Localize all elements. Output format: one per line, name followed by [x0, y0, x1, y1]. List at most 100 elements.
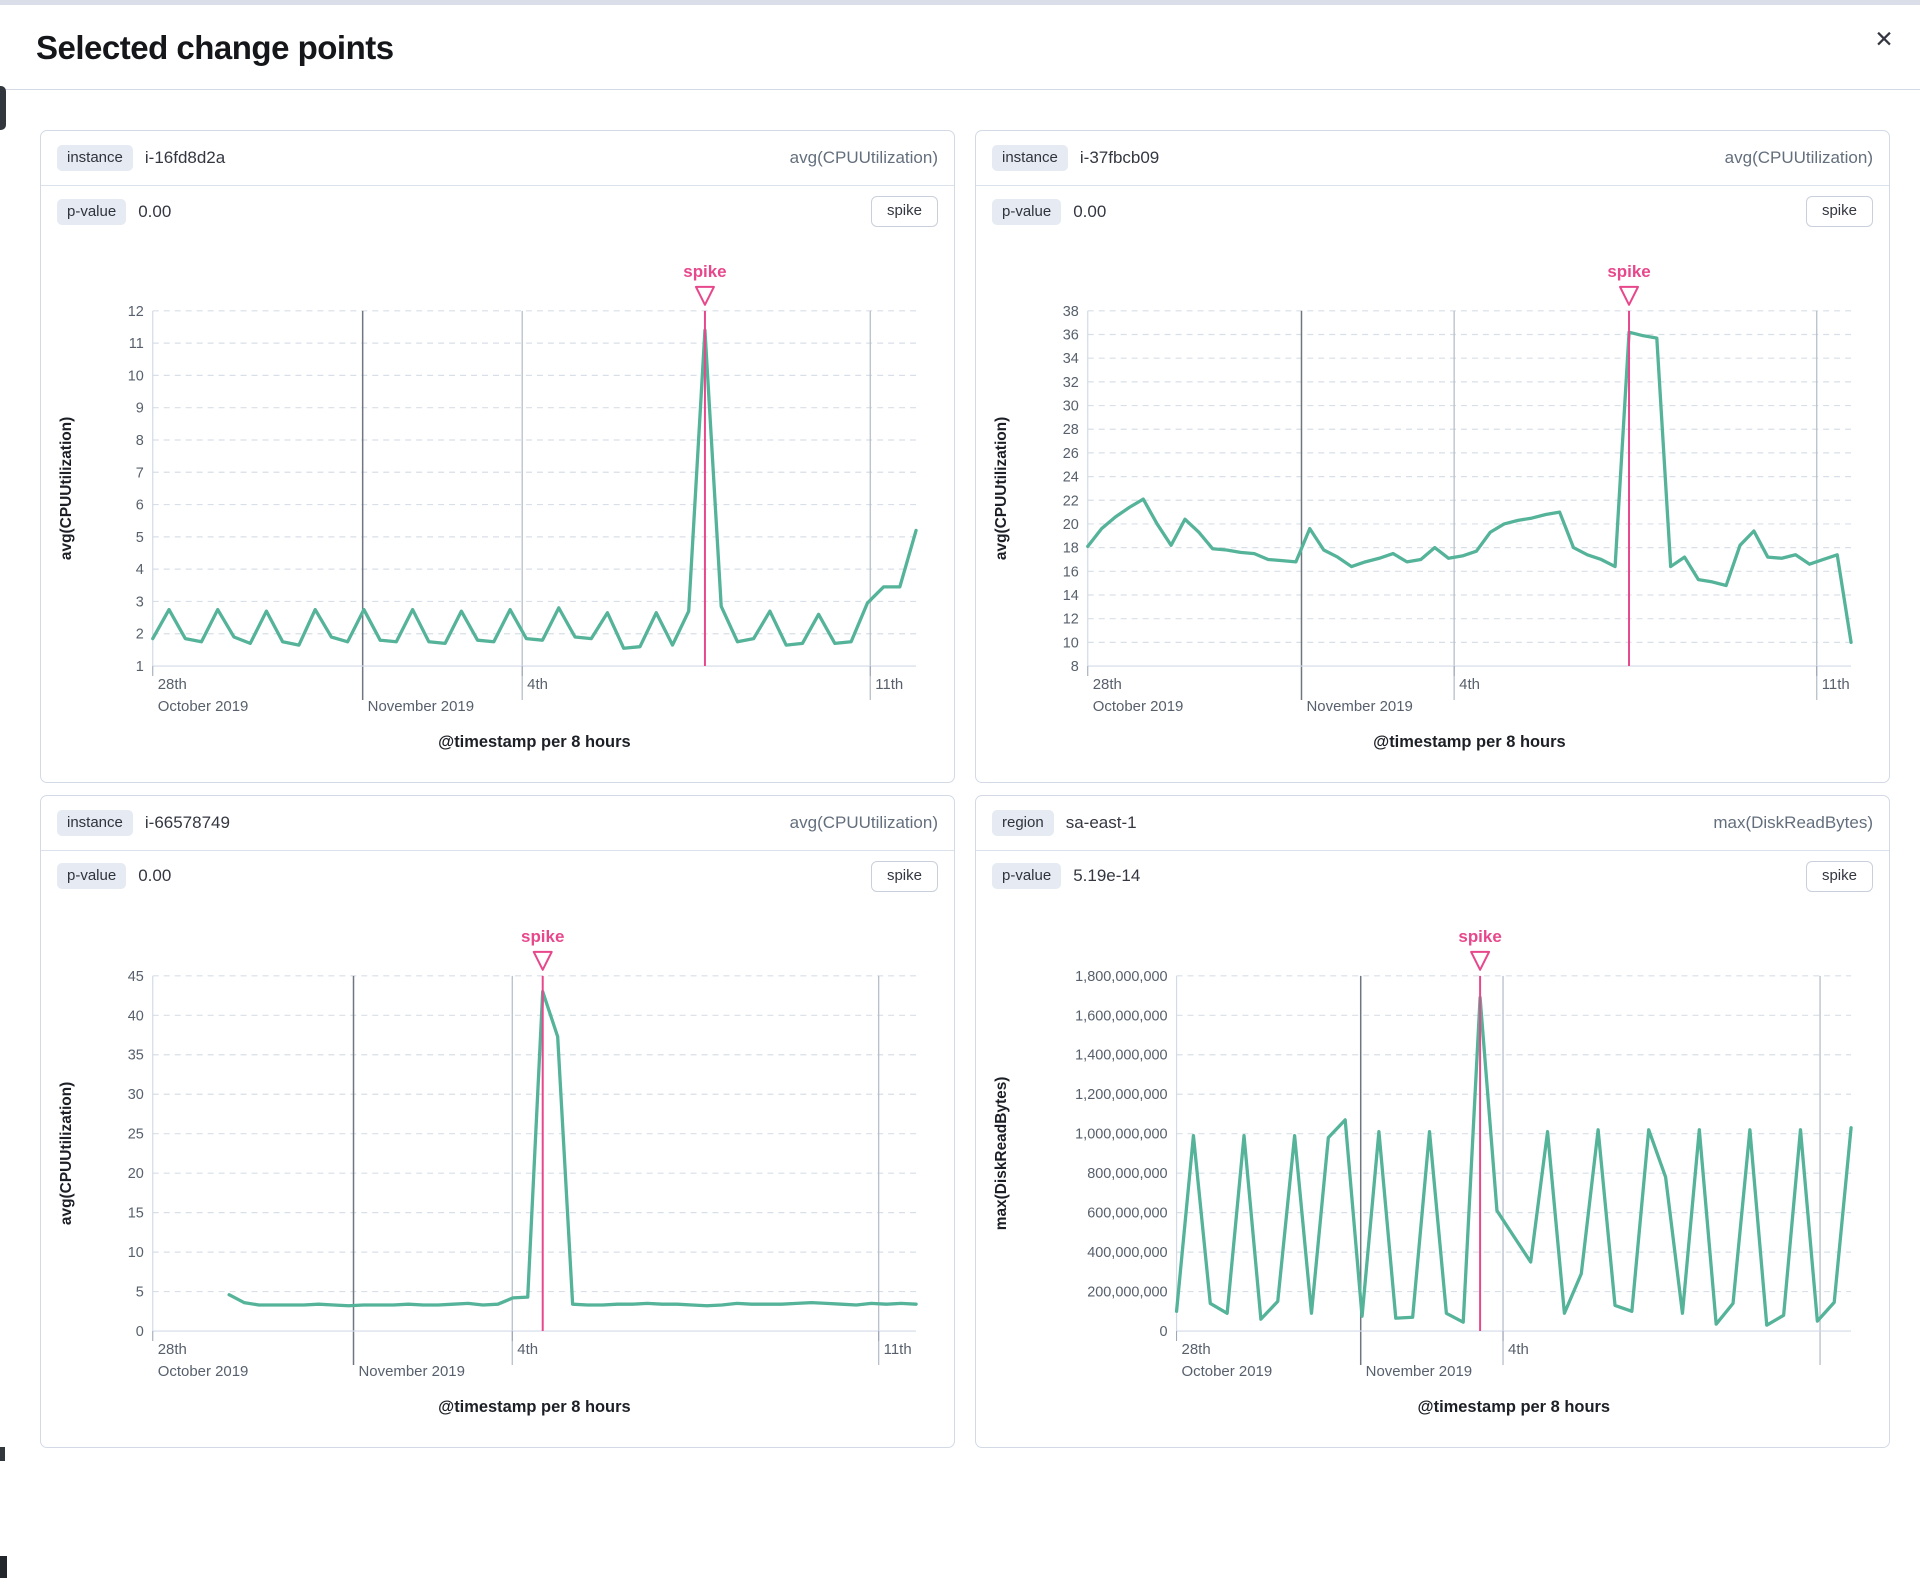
metric-label: avg(CPUUtilization) — [789, 148, 938, 167]
svg-text:4th: 4th — [1459, 676, 1480, 693]
svg-text:1,600,000,000: 1,600,000,000 — [1075, 1008, 1167, 1024]
svg-text:4: 4 — [136, 562, 144, 578]
svg-text:1,800,000,000: 1,800,000,000 — [1075, 969, 1167, 985]
svg-text:18: 18 — [1063, 541, 1079, 557]
svg-text:4th: 4th — [517, 1341, 538, 1358]
svg-text:600,000,000: 600,000,000 — [1087, 1205, 1167, 1221]
svg-text:November 2019: November 2019 — [1306, 698, 1412, 715]
field-value: i-66578749 — [144, 812, 230, 832]
svg-text:11th: 11th — [875, 676, 903, 693]
card-subheader: p-value 0.00 spike — [41, 851, 954, 896]
card-header: region sa-east-1 max(DiskReadBytes) — [976, 796, 1889, 851]
svg-text:8: 8 — [1071, 659, 1079, 675]
svg-text:@timestamp per 8 hours: @timestamp per 8 hours — [438, 1398, 631, 1416]
svg-text:38: 38 — [1063, 304, 1079, 320]
svg-text:35: 35 — [128, 1048, 144, 1064]
spike-type-button[interactable]: spike — [1805, 196, 1873, 227]
svg-text:October 2019: October 2019 — [158, 1363, 249, 1380]
p-value: 0.00 — [1073, 201, 1107, 221]
svg-text:34: 34 — [1063, 351, 1079, 367]
page-title: Selected change points — [36, 29, 394, 66]
svg-text:10: 10 — [1063, 635, 1079, 651]
svg-text:4th: 4th — [527, 676, 548, 693]
svg-text:12: 12 — [1063, 612, 1079, 628]
svg-text:40: 40 — [128, 1008, 144, 1024]
p-value: 5.19e-14 — [1073, 866, 1141, 886]
card-header: instance i-16fd8d2a avg(CPUUtilization) — [41, 131, 954, 186]
svg-text:spike: spike — [683, 262, 726, 281]
svg-text:avg(CPUUtilization): avg(CPUUtilization) — [58, 417, 75, 560]
svg-text:24: 24 — [1063, 470, 1079, 486]
svg-text:2: 2 — [136, 627, 144, 643]
chart-area: 8 10 12 14 16 18 20 22 24 26 28 30 32 34 36 38 spike 28th… — [976, 231, 1889, 782]
field-value: sa-east-1 — [1065, 812, 1137, 832]
svg-text:1,000,000,000: 1,000,000,000 — [1075, 1126, 1167, 1142]
svg-text:spike: spike — [1458, 927, 1501, 946]
svg-text:@timestamp per 8 hours: @timestamp per 8 hours — [1373, 733, 1566, 751]
change-point-card-1: instance i-16fd8d2a avg(CPUUtilization) … — [40, 130, 955, 783]
p-value: 0.00 — [138, 866, 172, 886]
metric-label: avg(CPUUtilization) — [1724, 148, 1873, 167]
chart-area: 0 200,000,000 400,000,000 600,000,000 800,00… — [976, 896, 1889, 1447]
svg-text:9: 9 — [136, 401, 144, 417]
svg-text:28th: 28th — [158, 676, 187, 693]
line-chart: 0 5 10 15 20 25 30 35 40 45 spike 28th 4th 11th Octobe… — [58, 927, 918, 1416]
field-value: i-16fd8d2a — [144, 148, 226, 167]
svg-text:12: 12 — [128, 304, 144, 320]
svg-text:25: 25 — [128, 1126, 144, 1142]
svg-text:30: 30 — [1063, 399, 1079, 415]
svg-text:spike: spike — [1607, 262, 1650, 281]
svg-text:6: 6 — [136, 498, 144, 514]
field-name-badge: instance — [57, 145, 133, 171]
svg-text:20: 20 — [128, 1166, 144, 1182]
svg-text:11th: 11th — [1822, 676, 1850, 693]
svg-text:spike: spike — [521, 927, 564, 946]
p-value-badge: p-value — [992, 198, 1062, 225]
svg-text:20: 20 — [1063, 517, 1079, 533]
card-header: instance i-66578749 avg(CPUUtilization) — [41, 796, 954, 851]
p-value-badge: p-value — [57, 198, 127, 225]
svg-text:36: 36 — [1063, 327, 1079, 343]
spike-type-button[interactable]: spike — [870, 860, 938, 892]
card-header: instance i-37fbcb09 avg(CPUUtilization) — [976, 131, 1889, 186]
p-value-badge: p-value — [992, 863, 1062, 890]
field-name-badge: instance — [992, 145, 1068, 171]
svg-text:November 2019: November 2019 — [1366, 1363, 1472, 1380]
svg-text:28th: 28th — [1093, 676, 1122, 693]
svg-text:max(DiskReadBytes): max(DiskReadBytes) — [993, 1076, 1010, 1230]
spike-type-button[interactable]: spike — [870, 196, 938, 227]
change-point-grid: instance i-16fd8d2a avg(CPUUtilization) … — [0, 90, 1920, 1448]
chart-area: 0 5 10 15 20 25 30 35 40 45 spike 28th 4th 11th Octobe… — [41, 896, 954, 1447]
card-subheader: p-value 5.19e-14 spike — [976, 851, 1889, 896]
svg-text:45: 45 — [128, 969, 144, 985]
modal-header: Selected change points ✕ — [0, 5, 1920, 89]
svg-text:4th: 4th — [1508, 1341, 1529, 1358]
svg-text:16: 16 — [1063, 564, 1079, 580]
svg-text:800,000,000: 800,000,000 — [1087, 1166, 1167, 1182]
svg-text:0: 0 — [1160, 1324, 1168, 1340]
svg-text:October 2019: October 2019 — [1182, 1363, 1273, 1380]
background-page-fragment — [0, 1447, 5, 1461]
svg-text:1: 1 — [136, 659, 144, 675]
svg-text:1,400,000,000: 1,400,000,000 — [1075, 1048, 1167, 1064]
field-value: i-37fbcb09 — [1079, 148, 1160, 167]
svg-text:15: 15 — [128, 1205, 144, 1221]
svg-text:0: 0 — [136, 1324, 144, 1340]
header-divider — [0, 89, 1920, 90]
svg-text:8: 8 — [136, 433, 144, 449]
p-value: 0.00 — [138, 201, 172, 221]
svg-text:avg(CPUUtilization): avg(CPUUtilization) — [993, 417, 1010, 560]
change-point-card-3: instance i-66578749 avg(CPUUtilization) … — [40, 794, 955, 1448]
svg-text:avg(CPUUtilization): avg(CPUUtilization) — [58, 1082, 75, 1225]
svg-text:400,000,000: 400,000,000 — [1087, 1245, 1167, 1261]
svg-text:28th: 28th — [1182, 1341, 1211, 1358]
card-subheader: p-value 0.00 spike — [41, 186, 954, 231]
svg-text:14: 14 — [1063, 588, 1079, 604]
svg-text:October 2019: October 2019 — [1093, 698, 1184, 715]
p-value-badge: p-value — [57, 863, 127, 890]
svg-text:November 2019: November 2019 — [359, 1363, 465, 1380]
close-icon[interactable]: ✕ — [1866, 21, 1902, 57]
svg-text:3: 3 — [136, 594, 144, 610]
spike-type-button[interactable]: spike — [1805, 860, 1873, 892]
card-subheader: p-value 0.00 spike — [976, 186, 1889, 231]
